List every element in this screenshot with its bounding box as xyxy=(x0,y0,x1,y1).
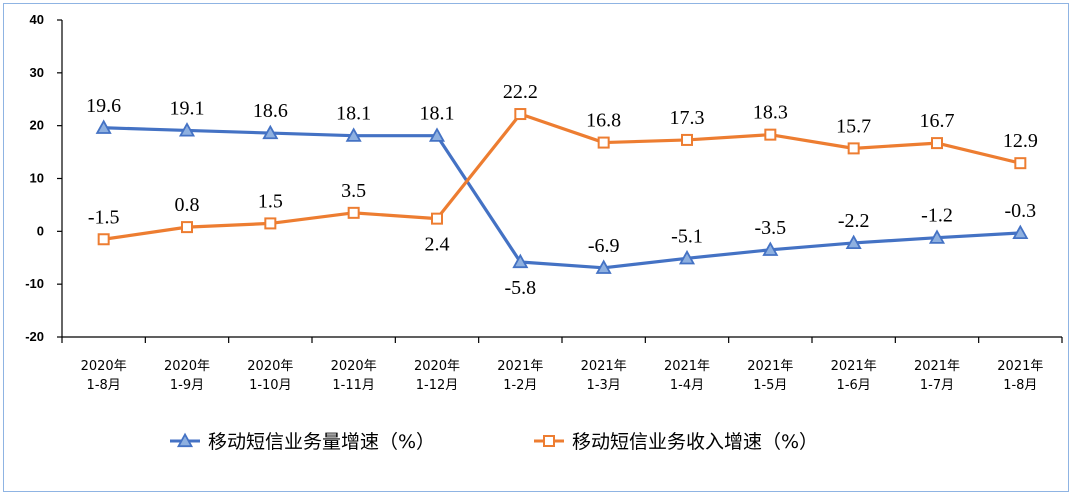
data-label: 0.8 xyxy=(175,194,200,216)
axes: -20 -10 0 10 20 30 40 2020年 1-8月 2020年 1-9月 2020年 1-… xyxy=(25,12,1063,393)
data-label: -0.3 xyxy=(1004,200,1036,222)
y-tick-label: 30 xyxy=(30,65,44,80)
chart-frame xyxy=(3,3,1069,492)
data-label: 18.6 xyxy=(253,100,288,122)
data-label: 18.1 xyxy=(336,103,371,125)
legend-marker-2 xyxy=(543,435,555,447)
x-tick-label: 1-3月 xyxy=(587,378,621,393)
data-label: 16.8 xyxy=(586,110,621,132)
square-marker xyxy=(181,221,193,234)
triangle-marker xyxy=(178,122,196,137)
triangle-marker xyxy=(1012,224,1029,240)
data-label: 16.7 xyxy=(920,110,955,132)
y-tick-label: 20 xyxy=(30,118,44,133)
triangle-marker xyxy=(595,259,612,274)
square-marker xyxy=(764,128,777,141)
triangle-marker xyxy=(428,127,446,142)
x-tick-label: 1-8月 xyxy=(1003,378,1037,393)
triangle-marker xyxy=(262,124,279,140)
data-label: 19.1 xyxy=(170,97,205,119)
x-tick-label: 1-11月 xyxy=(332,378,375,393)
data-label: 1.5 xyxy=(258,190,283,212)
x-tick-label: 2021年 xyxy=(747,359,793,374)
legend-label-1: 移动短信业务量增速（%） xyxy=(208,431,435,453)
x-tick-label: 2021年 xyxy=(581,359,627,374)
x-tick-label: 1-6月 xyxy=(837,378,871,393)
square-marker xyxy=(264,217,277,230)
triangle-marker xyxy=(762,241,779,256)
triangle-marker xyxy=(928,229,946,244)
triangle-marker xyxy=(845,234,862,250)
x-tick-label: 1-9月 xyxy=(170,378,204,393)
x-tick-label: 2021年 xyxy=(831,359,877,374)
x-tick-label: 1-7月 xyxy=(920,378,954,393)
y-tick-label: -20 xyxy=(25,329,44,344)
data-label: 22.2 xyxy=(503,81,538,103)
data-label: 18.1 xyxy=(420,103,455,125)
data-label: 2.4 xyxy=(425,234,450,256)
data-labels: 19.6 19.1 18.6 18.1 18.1 -5.8 -6.9 -5.1 -3.5 -2.2… xyxy=(86,81,1038,299)
x-tick-label: 1-12月 xyxy=(416,378,459,393)
square-marker xyxy=(514,108,527,121)
series-lines xyxy=(95,108,1029,274)
data-label: -5.8 xyxy=(504,277,536,299)
square-marker xyxy=(97,233,110,246)
x-tick-label: 2020年 xyxy=(164,359,210,374)
legend-marker-1 xyxy=(176,432,194,448)
data-label: -2.2 xyxy=(838,210,870,232)
x-tick-label: 1-5月 xyxy=(753,378,787,393)
x-tick-label: 2021年 xyxy=(914,359,960,374)
triangle-marker xyxy=(345,127,362,142)
data-label: -1.2 xyxy=(921,205,953,227)
x-tick-label: 2021年 xyxy=(497,359,543,374)
y-tick-label: 40 xyxy=(30,12,44,27)
data-label: -6.9 xyxy=(588,235,620,257)
legend: 移动短信业务量增速（%） 移动短信业务收入增速（%） xyxy=(170,431,818,453)
square-marker xyxy=(347,206,360,219)
triangle-marker xyxy=(678,249,696,265)
x-tick-label: 1-2月 xyxy=(503,378,537,393)
data-label: -3.5 xyxy=(754,217,786,239)
square-marker xyxy=(681,133,693,146)
legend-label-2: 移动短信业务收入增速（%） xyxy=(572,431,818,453)
y-tick-label: -10 xyxy=(25,276,44,291)
data-label: 18.3 xyxy=(753,102,788,124)
x-tick-label: 2020年 xyxy=(331,359,377,374)
data-label: 15.7 xyxy=(836,115,871,137)
data-label: 19.6 xyxy=(86,95,121,117)
square-marker xyxy=(847,142,860,155)
triangle-marker xyxy=(95,119,112,134)
square-marker xyxy=(597,136,610,149)
data-label: 12.9 xyxy=(1003,130,1038,152)
data-label: 3.5 xyxy=(341,180,366,202)
y-tick-label: 0 xyxy=(37,223,44,238)
data-label: 17.3 xyxy=(670,107,705,129)
square-marker xyxy=(931,137,943,150)
x-tick-label: 1-10月 xyxy=(249,378,292,393)
x-tick-label: 2020年 xyxy=(247,359,293,374)
data-label: -5.1 xyxy=(671,225,703,247)
x-tick-label: 2021年 xyxy=(664,359,710,374)
square-marker xyxy=(1014,157,1027,170)
y-tick-label: 10 xyxy=(30,171,44,186)
triangle-marker xyxy=(512,253,529,269)
x-tick-label: 2020年 xyxy=(81,359,127,374)
data-label: -1.5 xyxy=(88,206,120,228)
x-tick-label: 1-4月 xyxy=(670,378,704,393)
series-line-2 xyxy=(103,112,1021,241)
series-line-1 xyxy=(103,126,1021,270)
x-tick-label: 1-8月 xyxy=(87,378,121,393)
x-tick-label: 2021年 xyxy=(997,359,1043,374)
square-marker xyxy=(431,212,443,225)
x-tick-label: 2020年 xyxy=(414,359,460,374)
